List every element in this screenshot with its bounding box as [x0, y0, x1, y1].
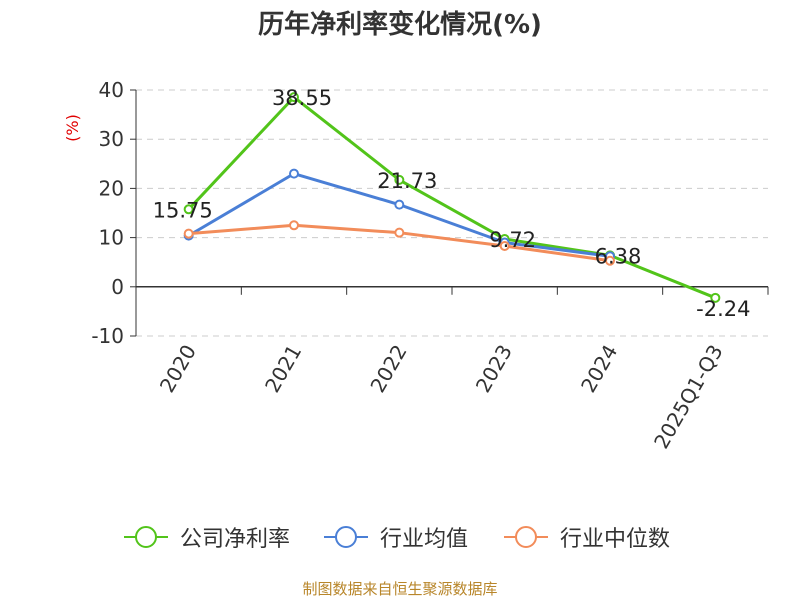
legend-marker: [335, 526, 357, 548]
data-point: [710, 292, 721, 303]
axis-layer: 40 30 20 10 0 -10 (%) 2020 2021 2022 2023 2024 2025Q…: [63, 78, 769, 453]
data-label-layer: 15.75 38.55 21.73 9.72 6.38 -2.24: [153, 86, 751, 321]
data-point: [394, 199, 405, 210]
grid-layer: [136, 89, 768, 337]
series-line: [187, 95, 716, 300]
data-point: [605, 255, 615, 266]
data-point: [289, 220, 299, 231]
data-point: [183, 204, 194, 215]
legend-marker: [515, 526, 537, 548]
x-tick-label: 2022: [365, 341, 411, 397]
data-point: [289, 92, 299, 103]
data-point: [499, 240, 510, 251]
y-axis-label: (%): [63, 114, 82, 142]
data-point: [394, 174, 405, 185]
x-tick-label: 2023: [471, 341, 517, 397]
data-point: [394, 227, 405, 238]
data-label: 15.75: [153, 198, 213, 222]
series-layer: [183, 92, 721, 303]
legend-entry: 公司净利率: [180, 527, 290, 552]
y-tick-label: 30: [99, 127, 124, 151]
x-tick-label: 2025Q1-Q3: [649, 341, 728, 453]
data-point: [183, 228, 194, 239]
data-label: 9.72: [489, 228, 536, 252]
x-tick-label: 2021: [260, 341, 306, 397]
legend-entry: 行业中位数: [560, 527, 670, 552]
data-label: 38.55: [272, 86, 332, 110]
legend-entry: 行业均值: [380, 527, 468, 552]
legend: 公司净利率 行业均值 行业中位数: [124, 526, 670, 552]
y-tick-label: -10: [91, 324, 124, 348]
footer-source: 制图数据来自恒生聚源数据库: [302, 580, 498, 598]
x-tick-label: 2024: [576, 341, 622, 397]
data-point: [289, 168, 299, 179]
data-label: 21.73: [377, 169, 437, 193]
y-tick-label: 20: [99, 176, 124, 200]
legend-marker: [135, 526, 157, 548]
y-tick-label: 40: [99, 78, 124, 102]
data-label: 6.38: [595, 244, 642, 268]
data-label: -2.24: [696, 297, 750, 321]
y-tick-label: 0: [111, 275, 124, 299]
y-tick-label: 10: [99, 226, 124, 250]
chart-title: 历年净利率变化情况(%): [258, 10, 542, 40]
x-tick-label: 2020: [155, 341, 201, 397]
